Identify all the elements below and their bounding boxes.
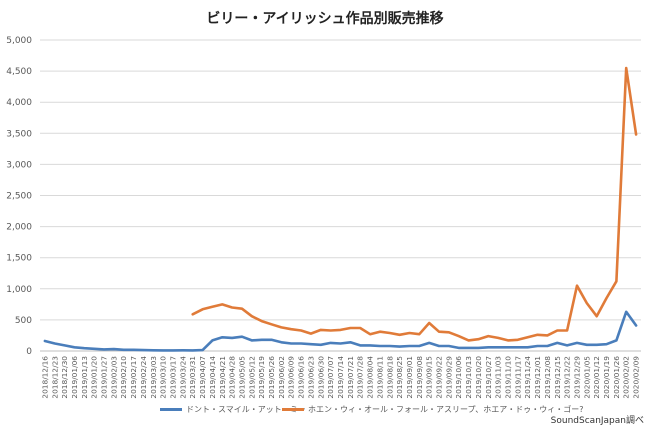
series-line-1 (43, 310, 638, 352)
x-tick-label: 2019/06/09 (287, 356, 296, 399)
data-lines (43, 66, 638, 352)
y-tick-label: 2,000 (6, 223, 32, 233)
x-tick-label: 2019/06/23 (306, 356, 315, 399)
x-tick-label: 2019/11/17 (513, 356, 522, 399)
y-tick-label: 4,000 (6, 98, 32, 108)
x-tick-label: 2019/05/26 (267, 356, 276, 399)
y-tick-label: 5,000 (6, 36, 32, 46)
x-tick-label: 2019/03/17 (169, 356, 178, 399)
legend-swatch-orange (282, 408, 304, 411)
y-tick-label: 1,000 (6, 285, 32, 295)
x-tick-label: 2019/09/29 (444, 356, 453, 399)
x-tick-label: 2019/06/02 (277, 356, 286, 399)
x-tick-label: 2019/10/27 (484, 356, 493, 399)
x-tick-label: 2019/01/06 (70, 356, 79, 399)
x-tick-label: 2019/04/14 (208, 356, 217, 399)
x-tick-label: 2019/02/03 (109, 356, 118, 399)
x-tick-label: 2018/12/23 (50, 356, 59, 399)
x-tick-label: 2019/05/19 (257, 356, 266, 399)
x-tick-label: 2019/07/07 (326, 356, 335, 399)
x-tick-label: 2019/04/07 (198, 356, 207, 399)
x-tick-label: 2020/01/26 (612, 356, 621, 399)
source-note: SoundScanJapan調べ (550, 416, 644, 426)
x-tick-label: 2019/12/08 (543, 356, 552, 399)
x-tick-label: 2019/02/17 (129, 356, 138, 399)
y-tick-label: 2,500 (6, 192, 32, 202)
x-tick-label: 2020/01/05 (582, 356, 591, 399)
x-tick-label: 2019/11/10 (503, 356, 512, 399)
y-axis-labels: 0 500 1,000 1,500 2,000 2,500 3,000 3,500 4,000 4… (6, 36, 32, 357)
y-tick-label: 0 (26, 347, 32, 357)
x-tick-label: 2019/10/20 (474, 356, 483, 399)
x-tick-label: 2019/07/21 (346, 356, 355, 399)
x-tick-label: 2020/02/09 (632, 356, 641, 399)
x-tick-label: 2019/03/10 (159, 356, 168, 399)
x-tick-label: 2019/11/03 (494, 356, 503, 399)
x-tick-label: 2020/01/12 (592, 356, 601, 399)
x-tick-label: 2019/09/01 (405, 356, 414, 399)
x-tick-label: 2019/01/20 (90, 356, 99, 399)
x-tick-label: 2019/10/06 (454, 356, 463, 399)
x-tick-label: 2019/10/13 (464, 356, 473, 399)
x-tick-label: 2019/03/24 (178, 356, 187, 399)
series-line-2 (191, 66, 638, 342)
x-tick-label: 2019/04/28 (228, 356, 237, 399)
x-tick-label: 2019/08/25 (395, 356, 404, 399)
x-tick-label: 2019/06/16 (297, 356, 306, 399)
x-tick-label: 2019/05/05 (237, 356, 246, 399)
x-tick-label: 2019/09/15 (425, 356, 434, 399)
gridlines (40, 39, 641, 352)
x-tick-label: 2019/08/04 (366, 356, 375, 399)
y-tick-label: 1,500 (6, 254, 32, 264)
legend: ドント・スマイル・アット・ミー ホエン・ウィ・オール・フォール・アスリープ、ホエ… (0, 404, 650, 420)
x-tick-label: 2019/09/08 (415, 356, 424, 399)
x-tick-label: 2019/08/11 (375, 356, 384, 399)
x-tick-label: 2020/02/02 (622, 356, 631, 399)
legend-label-series1: ドント・スマイル・アット・ミー (186, 405, 306, 414)
x-tick-label: 2019/02/24 (139, 356, 148, 399)
x-tick-label: 2019/04/21 (218, 356, 227, 399)
x-tick-label: 2019/02/10 (119, 356, 128, 399)
x-tick-label: 2019/07/14 (336, 356, 345, 399)
legend-swatch-blue (160, 408, 182, 411)
x-tick-label: 2019/01/13 (80, 356, 89, 399)
x-tick-label: 2019/05/12 (247, 356, 256, 399)
y-tick-label: 4,500 (6, 67, 32, 77)
x-axis-labels: 2018/12/16 2018/12/23 2018/12/30 2019/01/06… (40, 356, 640, 399)
x-tick-label: 2019/03/31 (188, 356, 197, 399)
x-tick-label: 2019/12/22 (563, 356, 572, 399)
x-tick-label: 2019/11/24 (523, 356, 532, 399)
x-tick-label: 2019/08/18 (385, 356, 394, 399)
x-tick-label: 2018/12/16 (40, 356, 49, 399)
x-tick-label: 2019/03/03 (149, 356, 158, 399)
x-tick-label: 2019/07/28 (356, 356, 365, 399)
x-tick-label: 2019/06/30 (316, 356, 325, 399)
legend-label-series2: ホエン・ウィ・オール・フォール・アスリープ、ホエア・ドゥ・ウィ・ゴー? (308, 405, 584, 414)
x-tick-label: 2019/12/01 (533, 356, 542, 399)
y-tick-label: 3,500 (6, 129, 32, 139)
x-tick-label: 2019/09/22 (435, 356, 444, 399)
legend-item-series1: ドント・スマイル・アット・ミー (160, 404, 306, 415)
y-tick-label: 3,000 (6, 160, 32, 170)
x-tick-label: 2019/01/27 (100, 356, 109, 399)
x-tick-label: 2018/12/30 (60, 356, 69, 399)
y-tick-label: 500 (15, 316, 32, 326)
x-tick-label: 2020/01/19 (602, 356, 611, 399)
x-tick-label: 2019/12/29 (572, 356, 581, 399)
chart-title: ビリー・アイリッシュ作品別販売推移 (206, 11, 444, 27)
legend-item-series2: ホエン・ウィ・オール・フォール・アスリープ、ホエア・ドゥ・ウィ・ゴー? (282, 404, 584, 415)
x-tick-label: 2019/12/15 (553, 356, 562, 399)
